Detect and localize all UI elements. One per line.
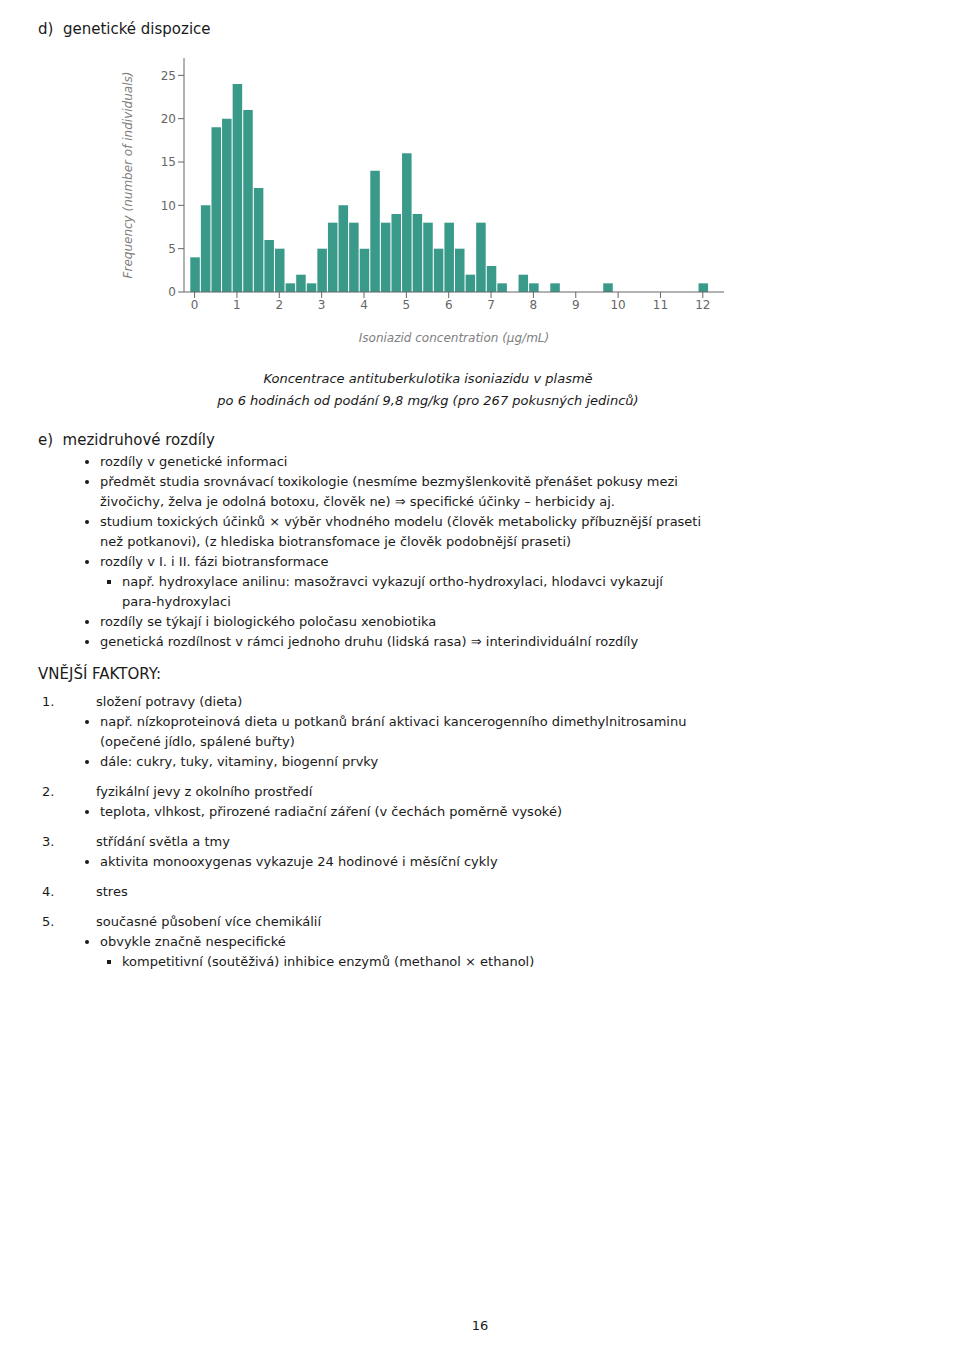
html-text:2.: 2.: [42, 784, 55, 799]
svg-text:0: 0: [191, 298, 199, 312]
html-text:16: 16: [471, 1318, 489, 1333]
svg-text:10: 10: [610, 298, 625, 312]
html-text:kompetitivní (soutěživá) inhib: kompetitivní (soutěživá) inhibice enzymů…: [122, 954, 535, 969]
html-text:studium toxických účinků × výb: studium toxických účinků × výběr vhodnéh…: [100, 514, 702, 529]
svg-text:9: 9: [572, 298, 580, 312]
svg-text:2: 2: [275, 298, 283, 312]
html-text:teplota, vlhkost, přirozené ra: teplota, vlhkost, přirozené radiační zář…: [100, 804, 562, 819]
svg-text:25: 25: [161, 69, 176, 83]
svg-text:3: 3: [318, 298, 326, 312]
html-text:předmět studia srovnávací toxi: předmět studia srovnávací toxikologie (n…: [100, 474, 678, 489]
html-text:e) mezidruhové rozdíly: e) mezidruhové rozdíly: [38, 431, 215, 449]
html-text:rozdíly v genetické informaci: rozdíly v genetické informaci: [100, 454, 288, 469]
html-text:po 6 hodinách od podání 9,8 mg: po 6 hodinách od podání 9,8 mg/kg (pro 2…: [217, 393, 639, 408]
svg-text:5: 5: [168, 242, 176, 256]
html-text:střídání světla a tmy: střídání světla a tmy: [96, 834, 230, 849]
svg-text:15: 15: [161, 155, 176, 169]
html-text:než potkanovi), (z hlediska bi: než potkanovi), (z hlediska biotransfoma…: [100, 534, 572, 549]
html-text:(opečené jídlo, spálené buřty): (opečené jídlo, spálené buřty): [100, 734, 295, 749]
svg-text:4: 4: [360, 298, 368, 312]
svg-text:12: 12: [695, 298, 710, 312]
svg-text:20: 20: [161, 112, 176, 126]
svg-text:1: 1: [233, 298, 241, 312]
svg-text:6: 6: [445, 298, 453, 312]
html-text:obvykle značně nespecifické: obvykle značně nespecifické: [100, 934, 286, 949]
svg-text:8: 8: [530, 298, 538, 312]
html-text:3.: 3.: [42, 834, 55, 849]
svg-text:Frequency (number of individua: Frequency (number of individuals): [121, 72, 135, 279]
svg-text:Isoniazid concentration (μg/mL: Isoniazid concentration (μg/mL): [359, 331, 549, 345]
html-text:5.: 5.: [42, 914, 55, 929]
html-text:1.: 1.: [42, 694, 55, 709]
html-text:dále: cukry, tuky, vitaminy, b: dále: cukry, tuky, vitaminy, biogenní pr…: [100, 754, 379, 769]
html-text:d) genetické dispozice: d) genetické dispozice: [38, 20, 211, 38]
html-text:Koncentrace antituberkulotika: Koncentrace antituberkulotika isoniazidu…: [263, 371, 593, 386]
html-text:aktivita monooxygenas vykazuje: aktivita monooxygenas vykazuje 24 hodino…: [100, 854, 498, 869]
html-text:např. hydroxylace anilinu: mas: např. hydroxylace anilinu: masožravci vy…: [122, 574, 663, 589]
html-text:živočichy, želva je odolná bot: živočichy, želva je odolná botoxu, člově…: [100, 494, 615, 509]
html-text:VNĚJŠÍ FAKTORY:: VNĚJŠÍ FAKTORY:: [38, 665, 161, 683]
html-text:4.: 4.: [42, 884, 55, 899]
svg-text:10: 10: [161, 199, 176, 213]
html-text:para-hydroxylaci: para-hydroxylaci: [122, 594, 231, 609]
html-text:současné působení více chemiká: současné působení více chemikálií: [96, 914, 321, 929]
svg-text:0: 0: [168, 285, 176, 299]
html-text:fyzikální jevy z okolního pros: fyzikální jevy z okolního prostředí: [96, 784, 313, 799]
svg-text:11: 11: [653, 298, 668, 312]
svg-text:7: 7: [487, 298, 495, 312]
html-text:např. nízkoproteinová dieta u: např. nízkoproteinová dieta u potkanů br…: [100, 714, 687, 729]
html-text:rozdíly v I. i II. fázi biotra: rozdíly v I. i II. fázi biotransformace: [100, 554, 329, 569]
html-text:stres: stres: [96, 884, 128, 899]
html-text:složení potravy (dieta): složení potravy (dieta): [96, 694, 243, 709]
html-text:genetická rozdílnost v rámci j: genetická rozdílnost v rámci jednoho dru…: [100, 634, 639, 649]
svg-text:5: 5: [403, 298, 411, 312]
html-text:rozdíly se týkají i biologické: rozdíly se týkají i biologického poločas…: [100, 614, 437, 629]
